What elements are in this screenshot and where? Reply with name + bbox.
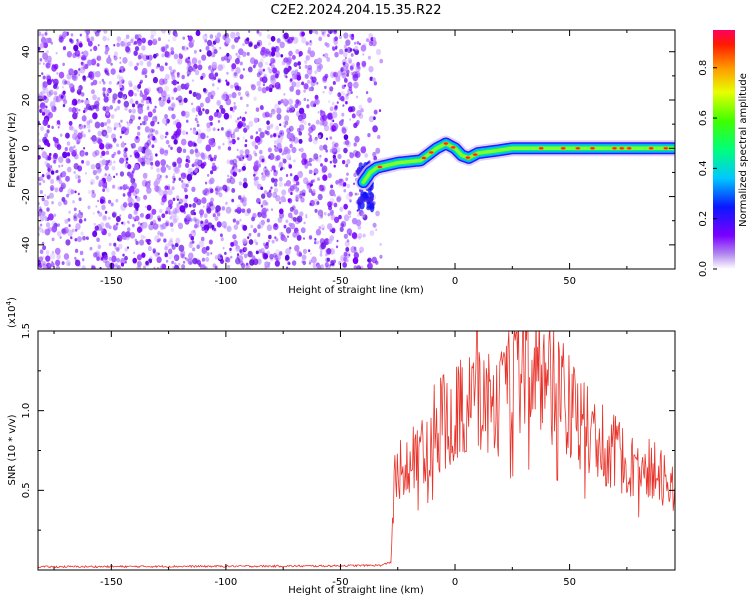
colorbar-tick-label: 0.8 bbox=[698, 60, 709, 76]
y-tick-label: 1.0 bbox=[21, 403, 32, 419]
y-tick-label: -40 bbox=[21, 237, 32, 253]
noise-speckle bbox=[38, 30, 384, 269]
x-tick-label: -100 bbox=[215, 577, 238, 588]
colorbar-gradient bbox=[713, 30, 735, 269]
svg-text:(x104): (x104) bbox=[5, 297, 18, 328]
snr-series-line bbox=[38, 331, 675, 569]
x-tick-label: 50 bbox=[563, 276, 576, 287]
y-tick-label: 20 bbox=[21, 94, 32, 107]
colorbar-tick-label: 0.4 bbox=[698, 160, 709, 176]
colorbar: 0.0 0.2 0.4 0.6 0.8 Normalized spectral ampl… bbox=[698, 30, 749, 277]
colorbar-ticks: 0.0 0.2 0.4 0.6 0.8 bbox=[698, 60, 717, 277]
x-tick-label: 0 bbox=[452, 276, 458, 287]
x-tick-label: -50 bbox=[332, 577, 348, 588]
x-tick-label: 50 bbox=[563, 577, 576, 588]
spectrogram-x-axis-label: Height of straight line (km) bbox=[288, 285, 424, 296]
y-tick-label: 1.5 bbox=[21, 323, 32, 339]
spectrogram-y-ticks: -40 -20 0 20 40 bbox=[21, 45, 675, 270]
x-tick-label: 0 bbox=[452, 577, 458, 588]
snr-x-ticks: -150 -100 -50 0 50 bbox=[53, 331, 628, 588]
colorbar-label: Normalized spectral amplitude bbox=[738, 73, 749, 227]
y-tick-label: 0.5 bbox=[21, 482, 32, 498]
colorbar-tick-label: 0.0 bbox=[698, 261, 709, 277]
y-tick-label: -20 bbox=[21, 188, 32, 204]
colorbar-tick-label: 0.6 bbox=[698, 110, 709, 126]
spectrogram-plot-frame bbox=[37, 29, 676, 270]
spectrogram-y-axis-label: Frequency (Hz) bbox=[7, 112, 18, 188]
snr-scale-prefix: (x10 bbox=[7, 305, 18, 328]
y-tick-label: 40 bbox=[21, 45, 32, 58]
x-tick-label: -50 bbox=[332, 276, 348, 287]
snr-scale-suffix: ) bbox=[7, 297, 18, 301]
x-tick-label: -150 bbox=[100, 577, 123, 588]
signal-track bbox=[355, 135, 675, 191]
snr-y-axis-label: SNR (10 * v/v) bbox=[7, 414, 18, 485]
colorbar-tick-label: 0.2 bbox=[698, 211, 709, 227]
snr-panel: -150 -100 -50 0 50 0.5 1.0 1.5 Height of strai… bbox=[5, 297, 676, 596]
snr-y-ticks: 0.5 1.0 1.5 bbox=[21, 323, 675, 531]
snr-x-axis-label: Height of straight line (km) bbox=[288, 585, 424, 596]
x-tick-label: -150 bbox=[100, 276, 123, 287]
snr-y-scale-note: (x104) bbox=[5, 297, 18, 328]
x-tick-label: -100 bbox=[215, 276, 238, 287]
spectrogram-x-ticks: -150 -100 -50 0 50 bbox=[53, 30, 628, 287]
y-tick-label: 0 bbox=[21, 145, 32, 151]
snr-scale-exponent: 4 bbox=[5, 300, 13, 305]
chart-title: C2E2.2024.204.15.35.R22 bbox=[270, 3, 441, 18]
spectrogram-panel: -150 -100 -50 0 50 -40 -20 0 20 40 Height of str… bbox=[7, 29, 676, 296]
